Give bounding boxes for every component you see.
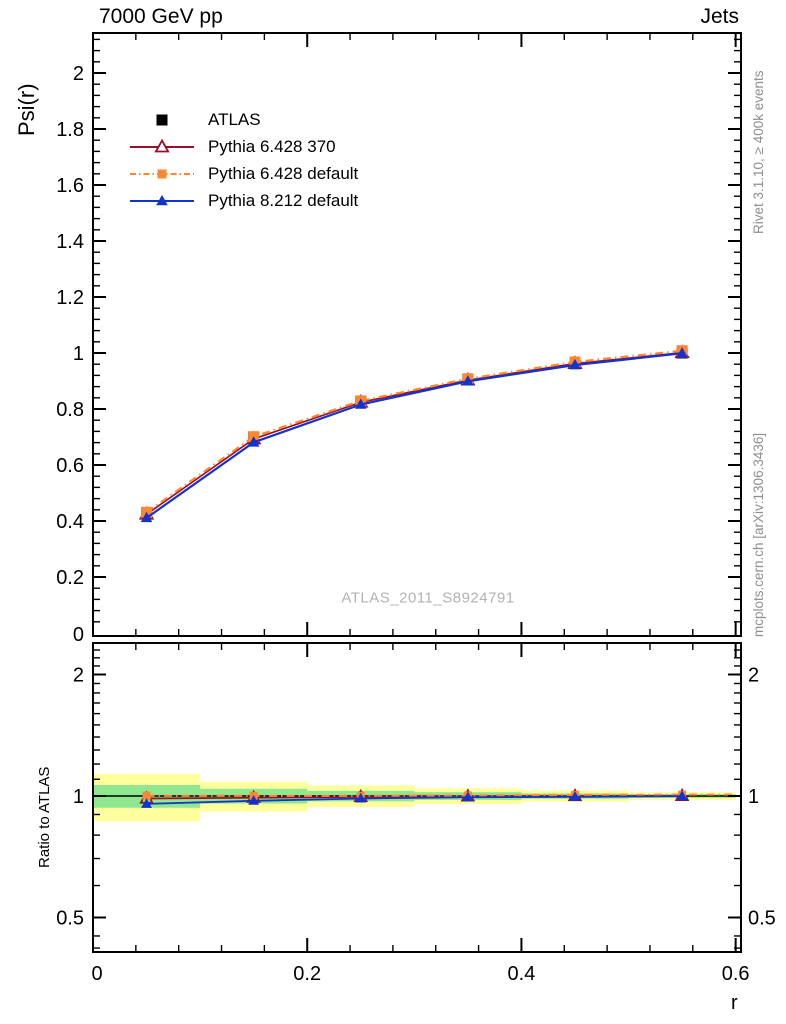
ratio-series — [141, 790, 688, 808]
legend-label: ATLAS — [208, 109, 261, 129]
process-title: Jets — [700, 5, 739, 28]
svg-text:1.4: 1.4 — [56, 231, 84, 253]
svg-text:0: 0 — [91, 963, 102, 985]
svg-text:0.5: 0.5 — [56, 908, 84, 930]
svg-text:0.5: 0.5 — [748, 908, 776, 930]
svg-text:1: 1 — [73, 343, 84, 365]
legend-marker-triangle-filled — [130, 194, 194, 205]
legend-item: Pythia 6.428 default — [126, 160, 358, 187]
svg-text:0.4: 0.4 — [508, 963, 536, 985]
legend-label: Pythia 8.212 default — [208, 190, 359, 210]
svg-text:2: 2 — [73, 63, 84, 85]
svg-text:0.2: 0.2 — [293, 963, 321, 985]
svg-text:0.4: 0.4 — [56, 511, 84, 533]
beam-energy-title: 7000 GeV pp — [99, 5, 223, 28]
legend: ATLAS Pythia 6.428 370 Pythia 6.428 defaul… — [126, 106, 358, 214]
svg-text:1.6: 1.6 — [56, 175, 84, 197]
svg-text:0.2: 0.2 — [56, 567, 84, 589]
svg-text:2: 2 — [73, 665, 84, 687]
svg-text:2: 2 — [748, 665, 759, 687]
svg-text:1: 1 — [748, 786, 759, 808]
axis-tick-labels: 0.2 0.4 0.6 0.8 1 1.2 1.4 1.6 1.8 2 0.5 0.5 1 1 2 2 0 0.2… — [56, 63, 776, 985]
svg-text:0: 0 — [73, 624, 84, 646]
svg-text:1.8: 1.8 — [56, 119, 84, 141]
main-y-axis-label: Psi(r) — [14, 83, 39, 136]
mc-series — [140, 347, 688, 523]
axis-ticks — [92, 33, 741, 952]
legend-item: Pythia 6.428 370 — [126, 133, 358, 160]
panel-frames — [92, 32, 742, 953]
legend-label: Pythia 6.428 default — [208, 163, 359, 183]
x-axis-label: r — [731, 992, 738, 1014]
svg-text:0.6: 0.6 — [56, 455, 84, 477]
legend-marker-square-filled — [156, 114, 168, 125]
legend-item: ATLAS — [126, 106, 358, 133]
mcplots-credit-note: mcplots.cern.ch [arXiv:1306.3436] — [751, 432, 766, 637]
analysis-watermark: ATLAS_2011_S8924791 — [341, 589, 515, 607]
rivet-version-note: Rivet 3.1.10, ≥ 400k events — [751, 70, 766, 234]
ratio-y-axis-label: Ratio to ATLAS — [36, 766, 53, 868]
svg-text:1: 1 — [73, 786, 84, 808]
legend-label: Pythia 6.428 370 — [208, 136, 336, 156]
svg-text:0.8: 0.8 — [56, 399, 84, 421]
legend-marker-triangle-open — [130, 138, 194, 152]
legend-item: Pythia 8.212 default — [126, 187, 358, 214]
legend-marker-square-filled — [130, 169, 194, 178]
svg-text:0.6: 0.6 — [722, 963, 750, 985]
svg-text:1.2: 1.2 — [56, 287, 84, 309]
